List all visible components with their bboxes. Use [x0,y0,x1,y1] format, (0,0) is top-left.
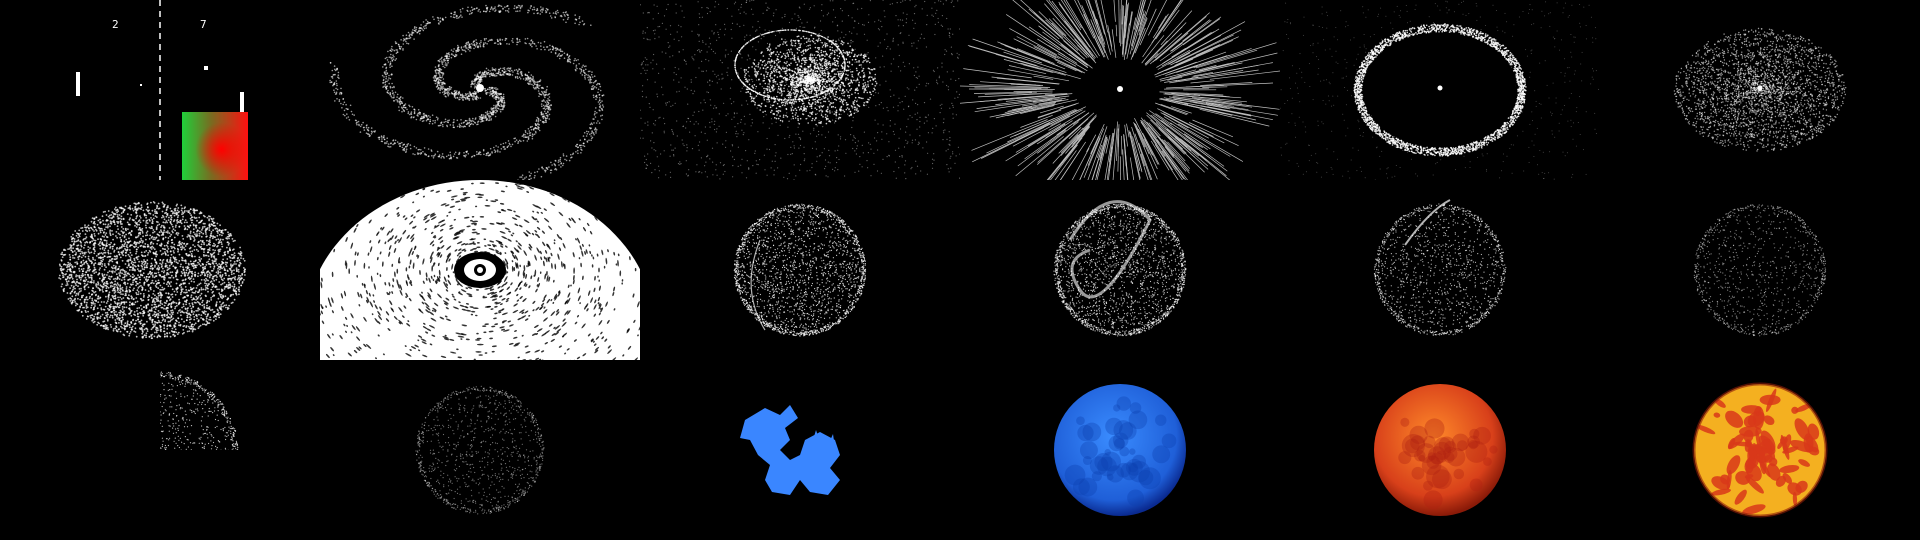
swirl-disc-panel-graphic [58,201,247,340]
clipped-sphere-panel-graphic [160,371,239,450]
zoomed-vortex-panel-graphic [320,180,640,360]
colliding-galaxy-panel-graphic [640,0,960,180]
arc-sphere-panel [1280,180,1600,360]
lava-sphere-panel [1600,360,1920,540]
particle-ring-panel-graphic [1280,0,1600,180]
orange-sphere-panel-graphic [1374,384,1506,516]
concentric-disc-panel [1600,0,1920,180]
ribbon-sphere-panel-graphic [1053,200,1187,337]
colliding-galaxy-panel [640,0,960,180]
blue-dragon-panel [640,360,960,540]
zoomed-vortex-panel [320,180,640,360]
ribbon-sphere-panel [960,180,1280,360]
dim-sphere-panel-graphic [415,385,545,515]
blue-sphere-panel [960,360,1280,540]
clipped-sphere-panel [0,360,320,540]
concentric-disc-panel-graphic [1673,27,1847,152]
radial-burst-panel-graphic [960,0,1280,180]
streak-sphere-panel-graphic [733,203,867,337]
faint-sphere-panel [1600,180,1920,360]
dim-sphere-panel [320,360,640,540]
particle-ring-panel [1280,0,1600,180]
faint-sphere-panel-graphic [1693,204,1827,337]
blue-dragon-panel-graphic [740,405,840,495]
spiral-galaxy-panel [320,0,640,180]
left-score: 2 [112,18,119,31]
swirl-disc-panel [0,180,320,360]
spiral-galaxy-panel-graphic [329,4,605,180]
right-score: 7 [200,18,207,31]
radial-burst-panel [960,0,1280,180]
arc-sphere-panel-graphic [1373,199,1507,336]
orange-sphere-panel [1280,360,1600,540]
blue-sphere-panel-graphic [1054,384,1186,516]
lava-sphere-panel-graphic [1692,382,1828,518]
streak-sphere-panel [640,180,960,360]
pong-game-panel-graphic [76,0,248,180]
